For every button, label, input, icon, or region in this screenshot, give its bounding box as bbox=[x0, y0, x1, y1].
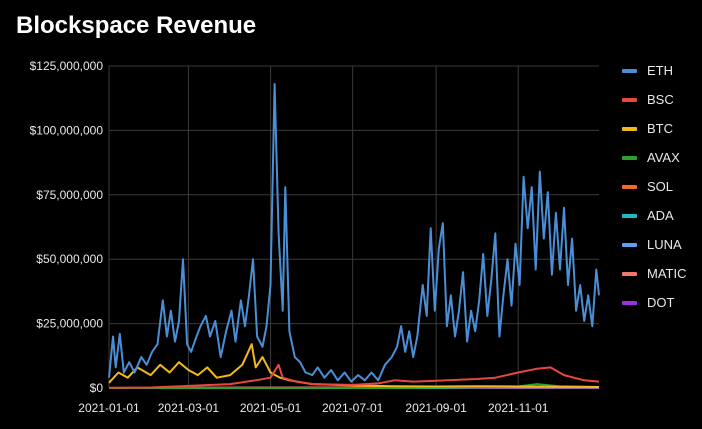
y-tick-label: $25,000,000 bbox=[36, 317, 103, 331]
legend-item-matic[interactable]: MATIC bbox=[622, 259, 686, 288]
legend-swatch bbox=[622, 97, 637, 102]
chart-title: Blockspace Revenue bbox=[16, 12, 257, 39]
y-tick-label: $100,000,000 bbox=[30, 123, 104, 137]
legend-label: AVAX bbox=[647, 150, 680, 165]
legend-item-ada[interactable]: ADA bbox=[622, 201, 686, 230]
legend-swatch bbox=[622, 126, 637, 131]
legend-swatch bbox=[622, 242, 637, 247]
legend-item-eth[interactable]: ETH bbox=[622, 56, 686, 85]
legend-label: BTC bbox=[647, 121, 673, 136]
y-tick-label: $125,000,000 bbox=[30, 59, 104, 73]
legend-label: MATIC bbox=[647, 266, 687, 281]
legend-item-luna[interactable]: LUNA bbox=[622, 230, 686, 259]
legend-swatch bbox=[622, 68, 637, 73]
x-tick-label: 2021-11-01 bbox=[488, 401, 549, 415]
y-tick-label: $50,000,000 bbox=[36, 252, 103, 266]
legend-label: LUNA bbox=[647, 237, 682, 252]
legend-item-btc[interactable]: BTC bbox=[622, 114, 686, 143]
legend-swatch bbox=[622, 155, 637, 160]
legend-label: BSC bbox=[647, 92, 674, 107]
grid-layer bbox=[108, 65, 599, 389]
legend-item-bsc[interactable]: BSC bbox=[622, 85, 686, 114]
legend-item-avax[interactable]: AVAX bbox=[622, 143, 686, 172]
legend-label: DOT bbox=[647, 295, 675, 310]
legend-label: ETH bbox=[647, 63, 673, 78]
legend-swatch bbox=[622, 213, 637, 218]
axis-layer: $0 $25,000,000 $50,000,000 $75,000,000 $100,… bbox=[30, 59, 549, 415]
legend: ETH BSC BTC AVAX SOL ADA LUNA MATIC DOT bbox=[622, 56, 686, 317]
legend-label: SOL bbox=[647, 179, 674, 194]
x-tick-label: 2021-03-01 bbox=[158, 401, 220, 415]
x-tick-label: 2021-09-01 bbox=[405, 401, 467, 415]
legend-item-sol[interactable]: SOL bbox=[622, 172, 686, 201]
legend-swatch bbox=[622, 184, 637, 189]
x-tick-label: 2021-07-01 bbox=[322, 401, 384, 415]
series-line-bsc bbox=[108, 363, 600, 389]
x-tick-label: 2021-01-01 bbox=[78, 401, 140, 415]
series-line-btc bbox=[108, 343, 600, 388]
x-tick-label: 2021-05-01 bbox=[240, 401, 302, 415]
series-layer bbox=[108, 83, 600, 389]
legend-label: ADA bbox=[647, 208, 674, 223]
y-tick-label: $75,000,000 bbox=[36, 188, 103, 202]
legend-swatch bbox=[622, 300, 637, 305]
legend-swatch bbox=[622, 271, 637, 276]
legend-item-dot[interactable]: DOT bbox=[622, 288, 686, 317]
series-line-eth bbox=[108, 83, 600, 383]
y-tick-label: $0 bbox=[90, 381, 104, 395]
